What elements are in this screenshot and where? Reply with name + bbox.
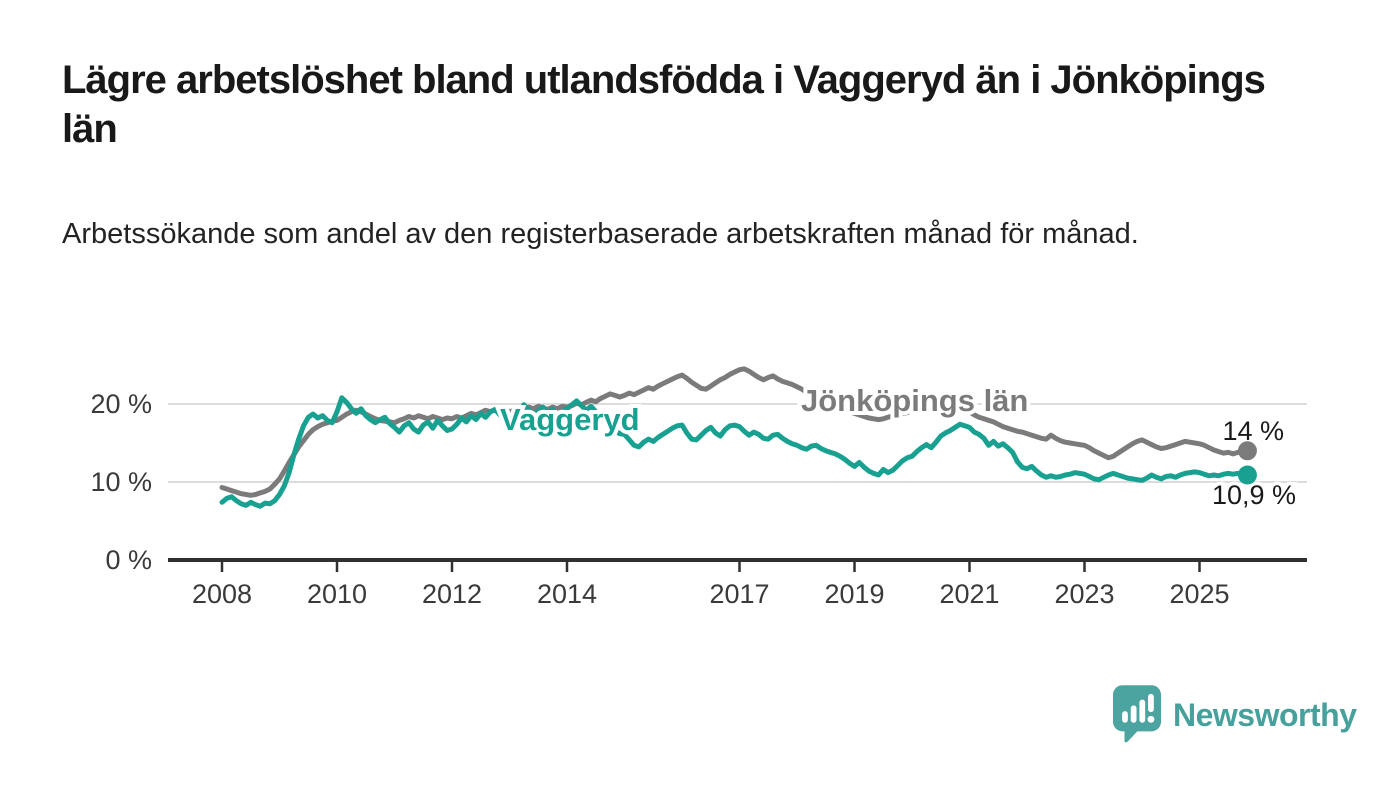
end-value-label-vaggeryd: 10,9 %: [1212, 480, 1296, 510]
series-label-jonkopings-lan: Jönköpings län: [801, 383, 1028, 418]
newsworthy-branding: Newsworthy: [1112, 684, 1357, 746]
axes: 0 % 10 % 20 % 2008 2010 2012 2014 2017 2019 2021 2…: [90, 389, 1307, 609]
x-tick-label: 2019: [824, 579, 884, 609]
chart-subtitle: Arbetssökande som andel av den registerb…: [62, 218, 1139, 250]
series-line-0: [219, 366, 1250, 498]
y-tick-label: 10 %: [90, 467, 152, 497]
series-end-dot-1: [1237, 465, 1257, 485]
x-tick-label: 2021: [939, 579, 999, 609]
newsworthy-logo-icon: [1112, 685, 1162, 743]
x-tick-label: 2012: [422, 579, 482, 609]
series-lines: [219, 366, 1250, 509]
y-tick-label: 20 %: [90, 389, 152, 419]
gridlines: [168, 403, 1307, 483]
series-end-dots: [1237, 441, 1257, 485]
x-tick-label: 2023: [1054, 579, 1114, 609]
series-line-1: [219, 395, 1250, 509]
series-end-dot-0: [1237, 441, 1257, 461]
brand-name: Newsworthy: [1173, 696, 1357, 733]
x-tick-label: 2008: [192, 579, 252, 609]
y-tick-label: 0 %: [105, 545, 152, 575]
series-label-vaggeryd: Vaggeryd: [500, 402, 640, 437]
chart-title: Lägre arbetslöshet bland utlandsfödda i …: [62, 58, 1266, 151]
end-value-label-jonkopings-lan: 14 %: [1222, 416, 1284, 446]
x-tick-label: 2025: [1169, 579, 1229, 609]
x-tick-label: 2017: [709, 579, 769, 609]
x-tick-label: 2014: [537, 579, 597, 609]
x-tick-label: 2010: [307, 579, 367, 609]
